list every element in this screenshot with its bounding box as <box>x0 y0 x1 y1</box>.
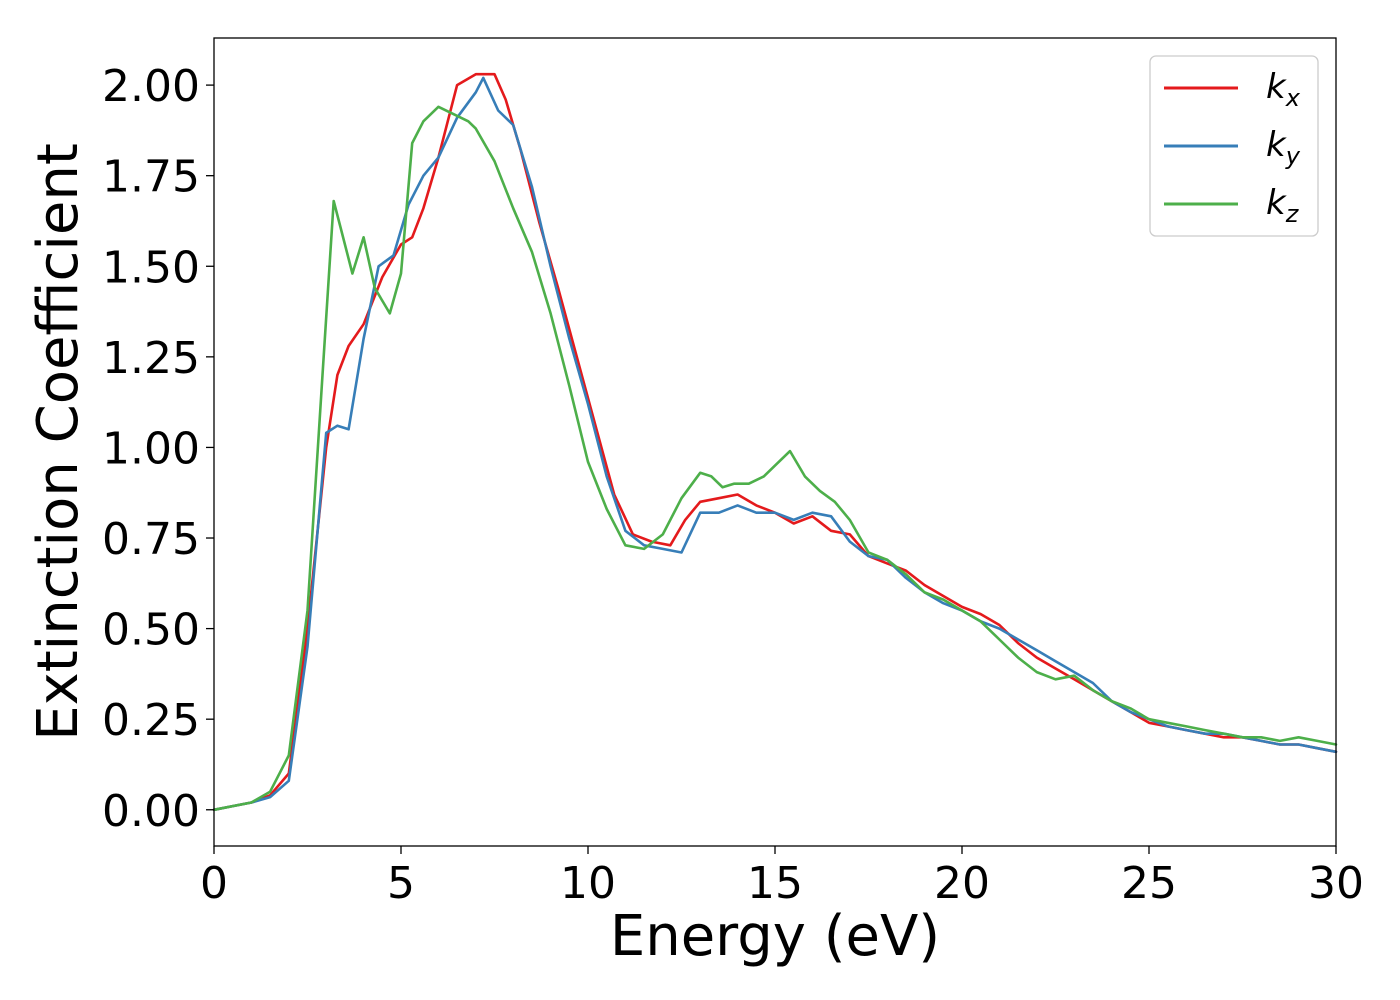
series-line-ky <box>212 76 1338 812</box>
y-tick-label: 1.25 <box>102 333 200 384</box>
x-axis-label: Energy (eV) <box>610 904 940 969</box>
x-tick-label: 15 <box>747 858 803 909</box>
y-tick-label: 0.25 <box>102 695 200 746</box>
legend: kx ky kz <box>1149 55 1319 237</box>
x-tick-label: 10 <box>560 858 616 909</box>
y-axis-label: Extinction Coefficient <box>26 143 91 741</box>
x-tick-label: 20 <box>934 858 990 909</box>
y-tick-label: 2.00 <box>102 61 200 112</box>
y-tick-label: 0.00 <box>102 786 200 837</box>
legend-label-kz: kz <box>1266 183 1300 228</box>
legend-label-kx: kx <box>1266 67 1301 112</box>
x-tick-label: 30 <box>1308 858 1364 909</box>
series-line-kz <box>212 105 1338 812</box>
y-tick-label: 1.00 <box>102 423 200 474</box>
legend-label-ky: ky <box>1266 125 1301 170</box>
y-tick-label: 1.75 <box>102 152 200 203</box>
series-line-kx <box>212 72 1338 812</box>
y-tick-label: 0.50 <box>102 605 200 656</box>
x-tick-label: 5 <box>387 858 415 909</box>
x-tick-label: 0 <box>200 858 228 909</box>
y-tick-label: 1.50 <box>102 242 200 293</box>
x-tick-label: 25 <box>1121 858 1177 909</box>
y-tick-label: 0.75 <box>102 514 200 565</box>
